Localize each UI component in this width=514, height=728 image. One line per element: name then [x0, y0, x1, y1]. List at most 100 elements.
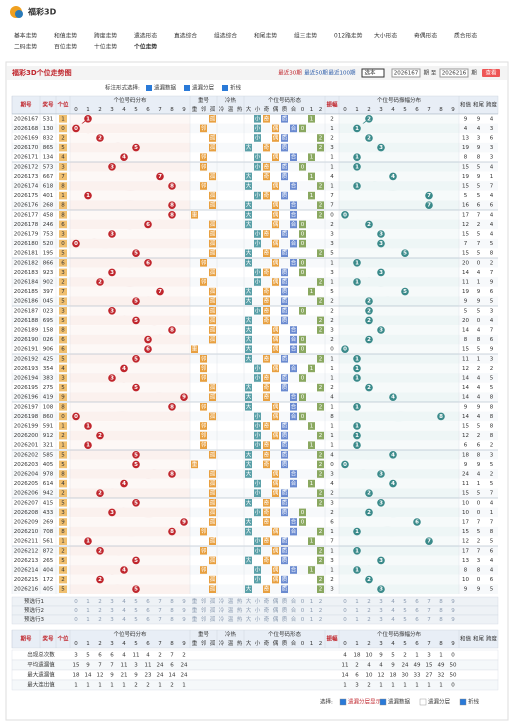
preselect-digit[interactable]: 0 — [74, 599, 78, 605]
preselect-digit[interactable]: 3 — [379, 608, 383, 614]
preselect-digit[interactable]: 1 — [86, 617, 90, 623]
preselect-digit[interactable]: 8 — [170, 617, 174, 623]
checkbox[interactable] — [339, 698, 347, 706]
preselect-digit[interactable]: 2 — [98, 599, 102, 605]
option-label[interactable]: 遗漏分层 — [192, 84, 215, 92]
preselect-digit[interactable]: 质 — [282, 606, 288, 614]
preselect-digit[interactable]: 邻 — [201, 615, 207, 623]
preselect-digit[interactable]: 6 — [146, 617, 150, 623]
nav-link[interactable]: 跨度走势 — [94, 32, 117, 40]
preselect-digit[interactable]: 孤 — [210, 606, 216, 614]
preselect-digit[interactable]: 5 — [134, 608, 138, 614]
preselect-digit[interactable]: 7 — [158, 599, 162, 605]
checkbox[interactable] — [379, 698, 387, 706]
preselect-digit[interactable]: 4 — [391, 599, 395, 605]
preselect-digit[interactable]: 5 — [134, 617, 138, 623]
preselect-digit[interactable]: 0 — [343, 617, 347, 623]
preselect-digit[interactable]: 9 — [451, 608, 455, 614]
preselect-digit[interactable]: 温 — [228, 615, 234, 623]
preselect-digit[interactable]: 6 — [415, 608, 419, 614]
preselect-digit[interactable]: 2 — [367, 608, 371, 614]
preselect-digit[interactable]: 重 — [192, 606, 198, 614]
preselect-digit[interactable]: 孤 — [210, 615, 216, 623]
footer-option[interactable]: 折线 — [468, 698, 480, 706]
preselect-digit[interactable]: 8 — [439, 608, 443, 614]
preselect-digit[interactable]: 9 — [182, 617, 186, 623]
preselect-digit[interactable]: 3 — [110, 617, 114, 623]
nav-link[interactable]: 和值走势 — [54, 32, 77, 40]
preselect-digit[interactable]: 小 — [255, 615, 261, 623]
nav-link[interactable]: 012路走势 — [334, 32, 363, 40]
preselect-digit[interactable]: 奇 — [264, 606, 270, 614]
footer-option[interactable]: 遗漏分层显示 — [348, 698, 382, 706]
nav-link[interactable]: 百位走势 — [54, 43, 77, 51]
preselect-digit[interactable]: 偶 — [273, 606, 279, 614]
preselect-digit[interactable]: 1 — [355, 599, 359, 605]
preselect-digit[interactable]: 质 — [282, 597, 288, 605]
preselect-digit[interactable]: 重 — [192, 597, 198, 605]
preselect-digit[interactable]: 孤 — [210, 597, 216, 605]
preselect-digit[interactable]: 5 — [403, 617, 407, 623]
preselect-digit[interactable]: 5 — [403, 608, 407, 614]
option-label[interactable]: 遗漏数据 — [154, 84, 177, 92]
preselect-digit[interactable]: 2 — [367, 617, 371, 623]
preselect-digit[interactable]: 邻 — [201, 597, 207, 605]
preselect-digit[interactable]: 大 — [246, 597, 252, 605]
preselect-digit[interactable]: 合 — [291, 606, 297, 614]
checkbox[interactable] — [222, 85, 228, 91]
range-link[interactable]: 最近100期 — [329, 69, 356, 77]
button-text[interactable]: 查看 — [485, 69, 497, 77]
preselect-digit[interactable]: 4 — [122, 617, 126, 623]
option-label[interactable]: 折线 — [230, 84, 242, 92]
preselect-digit[interactable]: 0 — [301, 599, 305, 605]
preselect-digit[interactable]: 0 — [301, 617, 305, 623]
preselect-digit[interactable]: 8 — [170, 608, 174, 614]
preselect-digit[interactable]: 6 — [415, 599, 419, 605]
preselect-digit[interactable]: 6 — [415, 617, 419, 623]
preselect-digit[interactable]: 奇 — [264, 597, 270, 605]
nav-link[interactable]: 奇偶形态 — [414, 32, 437, 40]
preselect-digit[interactable]: 冷 — [219, 606, 225, 614]
preselect-digit[interactable]: 4 — [122, 599, 126, 605]
preselect-digit[interactable]: 2 — [319, 617, 323, 623]
preselect-digit[interactable]: 2 — [367, 599, 371, 605]
preselect-digit[interactable]: 5 — [403, 599, 407, 605]
preselect-digit[interactable]: 1 — [310, 608, 314, 614]
preselect-digit[interactable]: 0 — [343, 608, 347, 614]
preselect-digit[interactable]: 3 — [110, 599, 114, 605]
preselect-digit[interactable]: 0 — [301, 608, 305, 614]
nav-link[interactable]: 十位走势 — [94, 43, 117, 51]
preselect-digit[interactable]: 7 — [427, 617, 431, 623]
preselect-digit[interactable]: 0 — [74, 617, 78, 623]
preselect-digit[interactable]: 小 — [255, 606, 261, 614]
preselect-digit[interactable]: 重 — [192, 615, 198, 623]
preselect-digit[interactable]: 合 — [291, 615, 297, 623]
preselect-digit[interactable]: 奇 — [264, 615, 270, 623]
input[interactable] — [391, 68, 421, 78]
range-link[interactable]: 最近30期 — [278, 69, 302, 77]
preselect-digit[interactable]: 9 — [451, 617, 455, 623]
preselect-digit[interactable]: 9 — [182, 608, 186, 614]
input[interactable] — [439, 68, 469, 78]
button[interactable] — [482, 69, 500, 77]
preselect-digit[interactable]: 0 — [74, 608, 78, 614]
preselect-digit[interactable]: 2 — [319, 599, 323, 605]
nav-link[interactable]: 遗选形态 — [134, 32, 157, 40]
preselect-digit[interactable]: 大 — [246, 606, 252, 614]
footer-option[interactable]: 遗漏分层 — [428, 698, 451, 706]
nav-link[interactable]: 组三走势 — [294, 32, 317, 40]
nav-link[interactable]: 直选综合 — [174, 32, 197, 40]
preselect-digit[interactable]: 4 — [122, 608, 126, 614]
preselect-digit[interactable]: 温 — [228, 597, 234, 605]
preselect-digit[interactable]: 6 — [146, 608, 150, 614]
checkbox[interactable] — [419, 698, 427, 706]
preselect-digit[interactable]: 热 — [237, 606, 243, 614]
nav-link[interactable]: 基本走势 — [14, 32, 37, 40]
nav-link[interactable]: 质合形态 — [454, 32, 477, 40]
preselect-digit[interactable]: 1 — [86, 599, 90, 605]
preselect-digit[interactable]: 7 — [427, 608, 431, 614]
preselect-digit[interactable]: 1 — [310, 617, 314, 623]
preselect-digit[interactable]: 5 — [134, 599, 138, 605]
preselect-digit[interactable]: 3 — [379, 617, 383, 623]
nav-link[interactable]: 大小形态 — [374, 32, 397, 40]
